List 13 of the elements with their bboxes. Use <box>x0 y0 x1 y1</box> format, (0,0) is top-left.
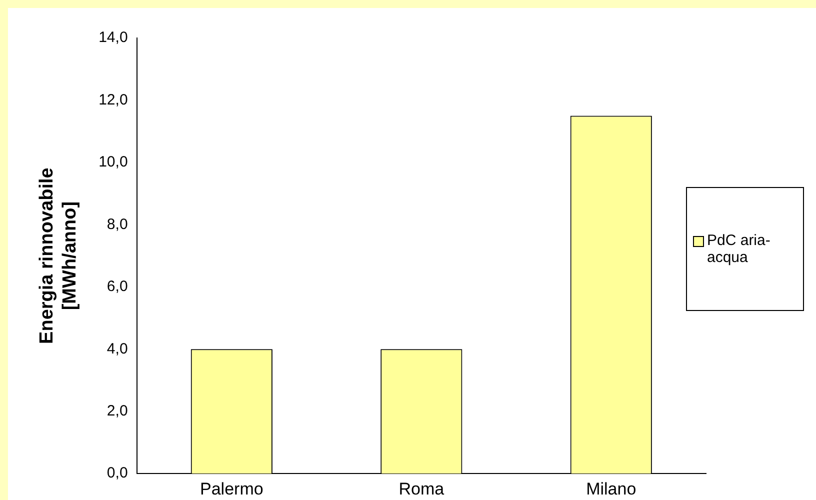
y-tick-label: 0,0 <box>106 464 128 482</box>
y-axis-title: Energia rinnovabile [MWh/anno] <box>36 168 80 344</box>
y-tick-label: 6,0 <box>106 278 128 296</box>
x-tick-label: Milano <box>586 479 636 498</box>
y-tick-label: 12,0 <box>98 91 128 108</box>
x-tick-label: Roma <box>398 479 445 498</box>
legend-label: PdC aria-acqua <box>707 232 772 266</box>
y-tick-label: 4,0 <box>106 340 128 358</box>
y-tick-label: 2,0 <box>106 402 128 420</box>
y-tick-label: 8,0 <box>106 216 128 233</box>
x-tick-label: Palermo <box>200 479 264 498</box>
y-tick-label: 14,0 <box>98 29 128 46</box>
y-tick-label: 10,0 <box>98 154 128 171</box>
